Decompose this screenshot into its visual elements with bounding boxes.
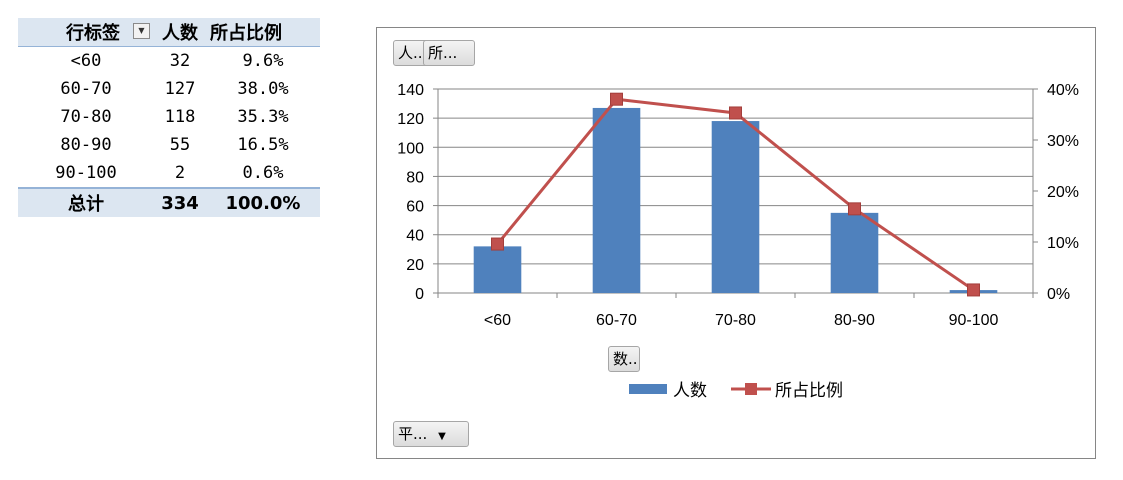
legend-label-percent: 所占比例: [775, 381, 843, 400]
row-label: 60-70: [60, 79, 112, 99]
pivot-total-row: 总计 334 100.0%: [18, 187, 320, 217]
line-point-marker: [967, 283, 980, 297]
bar: [473, 246, 522, 293]
bar: [830, 212, 879, 293]
left-axis-tick-label: 60: [406, 199, 424, 216]
pivot-row: 90-100 2 0.6%: [18, 159, 320, 188]
line-point-marker: [610, 92, 623, 106]
row-count: 2: [174, 163, 186, 183]
right-axis-tick-label: 10%: [1047, 235, 1079, 252]
row-percent: 16.5%: [237, 135, 289, 155]
x-axis-tick-label: 90-100: [949, 312, 999, 329]
left-axis-tick-label: 0: [415, 286, 424, 303]
row-label: 70-80: [60, 107, 112, 127]
bar: [711, 121, 760, 293]
value-field-button-percent[interactable]: 所...: [423, 40, 475, 66]
row-count: 127: [164, 79, 196, 99]
left-axis-tick-label: 20: [406, 257, 424, 274]
left-axis-tick-label: 40: [406, 228, 424, 245]
row-labels-header[interactable]: 行标签 ▼: [18, 18, 154, 47]
row-percent: 9.6%: [242, 51, 284, 71]
x-axis-tick-label: <60: [484, 312, 511, 329]
pivot-chart[interactable]: 人.. 所... 数.. 平... ▼ 0 20 40 60 80 100 120 140 0%…: [376, 27, 1096, 459]
axis-field-button[interactable]: 数..: [608, 346, 640, 372]
row-percent: 38.0%: [237, 79, 289, 99]
total-percent: 100.0%: [206, 187, 320, 217]
report-filter-label: 平...: [398, 425, 428, 443]
x-axis-tick-label: 70-80: [715, 312, 756, 329]
legend-label-count: 人数: [673, 381, 707, 400]
right-axis-tick-label: 20%: [1047, 184, 1079, 201]
line-point-marker: [491, 237, 504, 251]
x-axis-tick-label: 80-90: [834, 312, 875, 329]
row-label: 80-90: [60, 135, 112, 155]
row-count: 32: [169, 51, 191, 71]
total-label: 总计: [18, 187, 154, 217]
row-labels-header-label: 行标签: [66, 23, 120, 44]
bar: [592, 107, 641, 293]
left-axis-tick-label: 120: [397, 111, 424, 128]
percent-header: 所占比例: [206, 18, 320, 47]
row-label: <60: [70, 51, 102, 71]
pivot-row: 80-90 55 16.5%: [18, 131, 320, 159]
line-point-marker: [848, 202, 861, 216]
pivot-header-row: 行标签 ▼ 人数 所占比例: [18, 18, 320, 47]
left-axis-tick-label: 140: [397, 82, 424, 99]
count-header: 人数: [154, 18, 206, 47]
right-axis-tick-label: 30%: [1047, 133, 1079, 150]
right-axis-tick-label: 0%: [1047, 286, 1070, 303]
pivot-table: 行标签 ▼ 人数 所占比例 <60 32 9.6% 60-70 127 38.0…: [18, 18, 320, 217]
pivot-row: 70-80 118 35.3%: [18, 103, 320, 131]
left-axis-tick-label: 80: [406, 169, 424, 186]
chart-plot: 0 20 40 60 80 100 120 140 0% 10% 20% 30% 40% <60 60-70…: [397, 82, 1079, 400]
row-count: 55: [169, 135, 191, 155]
legend-swatch-percent-marker: [745, 383, 757, 395]
row-count: 118: [164, 107, 196, 127]
row-percent: 35.3%: [237, 107, 289, 127]
pivot-row: 60-70 127 38.0%: [18, 75, 320, 103]
line-point-marker: [729, 106, 742, 120]
pivot-row: <60 32 9.6%: [18, 47, 320, 76]
legend-swatch-count: [629, 384, 667, 394]
total-count: 334: [154, 187, 206, 217]
dropdown-arrow-icon: ▼: [438, 431, 446, 442]
x-axis-tick-label: 60-70: [596, 312, 637, 329]
row-filter-dropdown-icon[interactable]: ▼: [133, 23, 150, 39]
right-axis-tick-label: 40%: [1047, 82, 1079, 99]
left-axis-tick-label: 100: [397, 140, 424, 157]
row-percent: 0.6%: [242, 163, 284, 183]
row-label: 90-100: [55, 163, 117, 183]
report-filter-button[interactable]: 平... ▼: [393, 421, 469, 447]
